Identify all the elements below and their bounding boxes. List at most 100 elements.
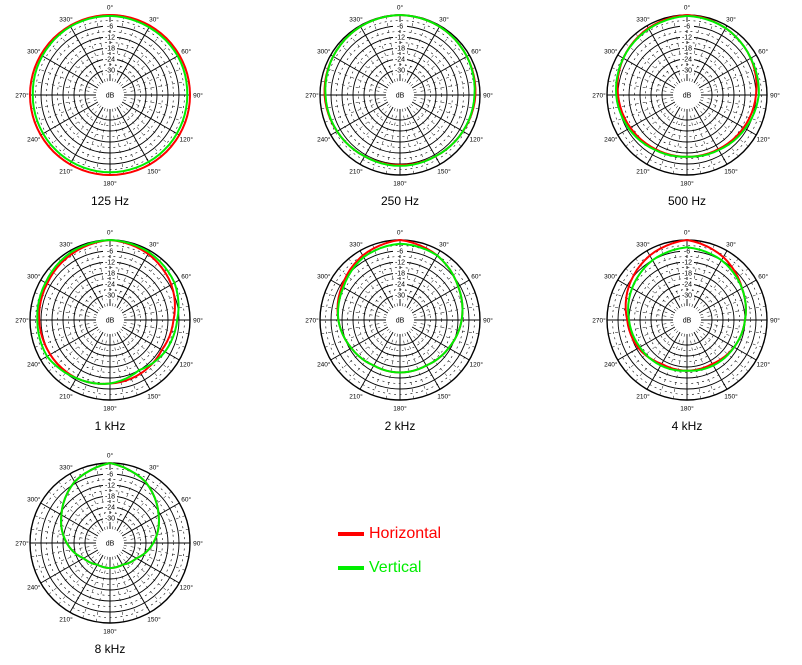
- grid-spoke: [40, 502, 99, 537]
- ring-label-bg: [680, 247, 694, 255]
- legend: Horizontal Vertical: [338, 517, 441, 585]
- angle-label: 270°: [305, 317, 319, 325]
- angle-label: 60°: [758, 48, 768, 56]
- angle-label: 330°: [59, 15, 73, 23]
- series-line-vertical: [31, 14, 189, 174]
- ring-label: -24: [682, 57, 692, 64]
- grid-spoke: [330, 279, 389, 314]
- ring-label-bg: [680, 66, 694, 74]
- ring-label-bg: [680, 22, 694, 30]
- ring-label: -12: [395, 260, 405, 267]
- ring-label-bg: [393, 280, 407, 288]
- ring-label: -12: [682, 260, 692, 267]
- grid-spoke-minor: [34, 515, 97, 539]
- angle-label: 30°: [149, 463, 159, 471]
- angle-label: 120°: [756, 361, 770, 369]
- ring-label: -6: [107, 472, 113, 479]
- ring-label: -6: [684, 24, 690, 31]
- grid-spoke: [406, 25, 441, 84]
- grid-spoke: [40, 101, 99, 136]
- angle-label: 120°: [179, 361, 193, 369]
- grid-spoke: [69, 331, 104, 390]
- ring-label-bg: [393, 44, 407, 52]
- grid-spoke: [411, 326, 470, 361]
- center-label: dB: [396, 318, 405, 325]
- ring-label-bg: [680, 258, 694, 266]
- angle-label: 240°: [27, 361, 41, 369]
- angle-label: 210°: [349, 393, 363, 401]
- center-label: dB: [683, 93, 692, 100]
- ring-label: -12: [105, 35, 115, 42]
- ring-label-bg: [393, 247, 407, 255]
- angle-label: 120°: [179, 136, 193, 144]
- grid-spoke-minor: [114, 19, 138, 82]
- angle-label: 240°: [604, 361, 618, 369]
- angle-label: 150°: [147, 616, 161, 624]
- ring-label: -30: [682, 68, 692, 75]
- angle-label: 60°: [758, 273, 768, 281]
- ring-label: -30: [105, 516, 115, 523]
- ring-label-bg: [103, 492, 117, 500]
- angle-label: 180°: [103, 180, 117, 188]
- angle-label: 0°: [107, 4, 114, 12]
- ring-label: -6: [107, 249, 113, 256]
- angle-label: 240°: [317, 361, 331, 369]
- angle-label: 240°: [604, 136, 618, 144]
- ring-label-bg: [393, 22, 407, 30]
- angle-label: 30°: [439, 15, 449, 23]
- grid-spoke: [411, 54, 470, 89]
- ring-label: -6: [684, 249, 690, 256]
- center-label: dB: [106, 93, 115, 100]
- angle-label: 30°: [149, 240, 159, 248]
- grid-spoke-minor: [34, 547, 97, 571]
- grid-spoke: [121, 279, 180, 314]
- ring-label: -30: [395, 293, 405, 300]
- ring-label-bg: [103, 55, 117, 63]
- grid-spoke: [646, 331, 681, 390]
- angle-label: 330°: [349, 240, 363, 248]
- grid-spoke: [121, 549, 180, 584]
- ring-label: -24: [682, 282, 692, 289]
- series-line-vertical: [60, 462, 160, 569]
- angle-label: 90°: [193, 92, 203, 100]
- legend-label-vertical: Vertical: [369, 559, 422, 576]
- angle-label: 180°: [680, 180, 694, 188]
- grid-spoke: [411, 279, 470, 314]
- angle-label: 150°: [437, 168, 451, 176]
- series-line-vertical: [615, 14, 760, 158]
- grid-spoke: [406, 250, 441, 309]
- ring-label: -18: [682, 271, 692, 278]
- polar-chart: -6 -12 -18 -24 -30 dB 0° 30° 60° 90° 120° 150° 180° 2…: [15, 452, 203, 657]
- ring-label-bg: [103, 66, 117, 74]
- ring-label-bg: [680, 291, 694, 299]
- angle-label: 330°: [349, 15, 363, 23]
- angle-label: 60°: [471, 48, 481, 56]
- angle-label: 270°: [15, 92, 29, 100]
- angle-label: 120°: [756, 136, 770, 144]
- ring-label: -6: [107, 24, 113, 31]
- ring-label-bg: [393, 291, 407, 299]
- grid-spoke: [646, 106, 681, 165]
- grid-spoke: [359, 106, 394, 165]
- ring-label-bg: [393, 55, 407, 63]
- angle-label: 180°: [103, 405, 117, 413]
- ring-label: -6: [397, 249, 403, 256]
- ring-label-bg: [103, 258, 117, 266]
- series-line-horizontal: [29, 14, 191, 176]
- grid-spoke: [617, 54, 676, 89]
- grid-spoke: [40, 54, 99, 89]
- ring-label-bg: [103, 44, 117, 52]
- angle-label: 210°: [636, 168, 650, 176]
- ring-label: -18: [395, 46, 405, 53]
- ring-label: -24: [395, 57, 405, 64]
- angle-label: 120°: [469, 136, 483, 144]
- chart-title: 500 Hz: [668, 194, 706, 208]
- center-label: dB: [106, 541, 115, 548]
- grid-spoke: [116, 25, 151, 84]
- angle-label: 180°: [393, 180, 407, 188]
- grid-spoke: [116, 250, 151, 309]
- grid-spoke: [406, 331, 441, 390]
- polar-chart: -6 -12 -18 -24 -30 dB 0° 30° 60° 90° 120° 150° 180° 2…: [305, 4, 493, 209]
- ring-label: -24: [105, 505, 115, 512]
- angle-label: 210°: [59, 393, 73, 401]
